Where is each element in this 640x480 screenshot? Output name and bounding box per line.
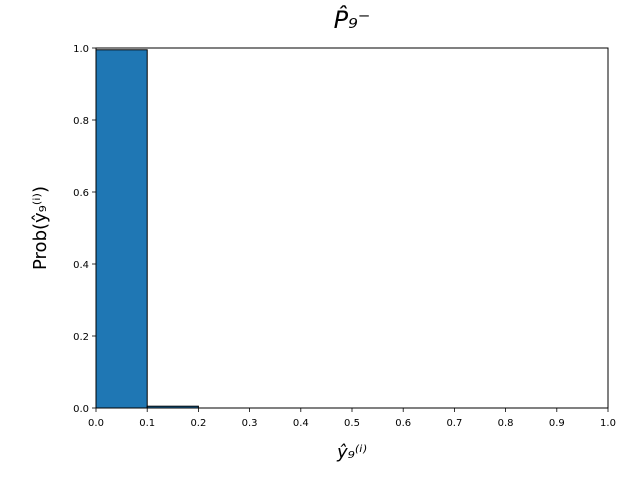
y-tick-label: 0.4 <box>73 260 89 271</box>
x-tick-label: 0.3 <box>242 418 258 429</box>
chart-title: P̂₉⁻ <box>334 6 371 34</box>
plot-frame <box>95 47 609 409</box>
x-tick-label: 0.7 <box>446 418 462 429</box>
bar <box>95 49 148 409</box>
x-axis-label: ŷ₉⁽ⁱ⁾ <box>336 442 367 463</box>
x-tick-label: 1.0 <box>600 418 616 429</box>
y-tick-label: 0.6 <box>73 188 89 199</box>
x-tick-label: 0.1 <box>139 418 155 429</box>
x-tick-label: 0.5 <box>344 418 360 429</box>
x-tick-label: 0.4 <box>293 418 309 429</box>
y-tick-label: 0.0 <box>73 404 89 415</box>
x-tick-label: 0.6 <box>395 418 411 429</box>
x-tick-label: 0.8 <box>498 418 514 429</box>
y-tick-label: 0.2 <box>73 332 89 343</box>
x-tick-label: 0.9 <box>549 418 565 429</box>
y-tick-label: 1.0 <box>73 44 89 55</box>
x-tick-label: 0.2 <box>190 418 206 429</box>
y-tick-label: 0.8 <box>73 116 89 127</box>
x-tick-label: 0.0 <box>88 418 104 429</box>
y-axis-label: Prob(ŷ₉⁽ⁱ⁾) <box>30 186 51 270</box>
